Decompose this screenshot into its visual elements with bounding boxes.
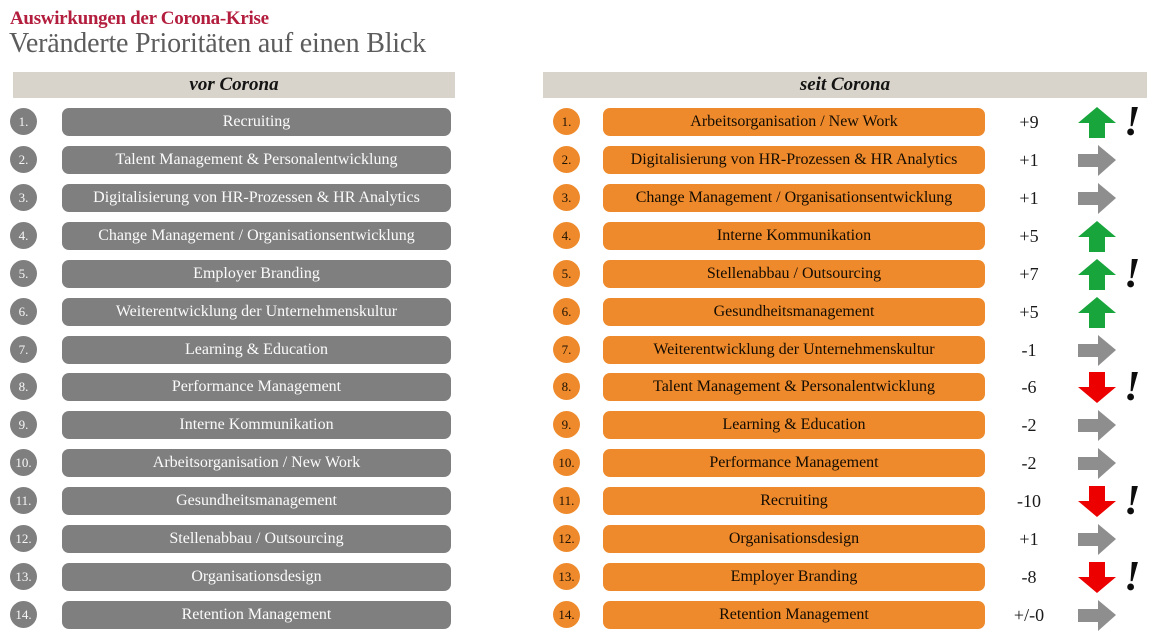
before-item-bar: Change Management / Organisationsentwick… bbox=[62, 222, 451, 250]
after-item-bar: Gesundheitsmanagement bbox=[603, 298, 985, 326]
before-rank-badge: 3. bbox=[10, 184, 37, 211]
before-item-bar: Talent Management & Personalentwicklung bbox=[62, 146, 451, 174]
rank-change-value: -8 bbox=[1021, 567, 1037, 587]
before-item-bar: Gesundheitsmanagement bbox=[62, 487, 451, 515]
before-rank-badge: 11. bbox=[10, 487, 37, 514]
after-rank-badge: 1. bbox=[553, 108, 580, 135]
before-rank-badge: 6. bbox=[10, 298, 37, 325]
trend-down-arrow-icon bbox=[1076, 486, 1118, 517]
page-title: Veränderte Prioritäten auf einen Blick bbox=[9, 28, 426, 59]
after-item-bar: Employer Branding bbox=[603, 563, 985, 591]
after-item-bar: Stellenabbau / Outsourcing bbox=[603, 260, 985, 288]
after-item-bar: Organisationsdesign bbox=[603, 525, 985, 553]
before-rank-badge: 2. bbox=[10, 146, 37, 173]
after-rank-badge: 7. bbox=[553, 336, 580, 363]
alert-exclamation-icon: ! bbox=[1124, 251, 1141, 297]
rank-change-value: +/-0 bbox=[1013, 605, 1045, 625]
rank-change-value: -2 bbox=[1021, 415, 1037, 435]
trend-right-arrow-icon bbox=[1076, 410, 1118, 441]
before-rank-badge: 7. bbox=[10, 336, 37, 363]
after-item-bar: Weiterentwicklung der Unternehmenskultur bbox=[603, 336, 985, 364]
before-rank-badge: 13. bbox=[10, 563, 37, 590]
after-item-bar: Digitalisierung von HR-Prozessen & HR An… bbox=[603, 146, 985, 174]
alert-exclamation-icon: ! bbox=[1124, 478, 1141, 524]
before-item-bar: Employer Branding bbox=[62, 260, 451, 288]
before-item-bar: Learning & Education bbox=[62, 336, 451, 364]
after-rank-badge: 11. bbox=[553, 487, 580, 514]
trend-up-arrow-icon bbox=[1076, 107, 1118, 138]
after-item-bar: Interne Kommunikation bbox=[603, 222, 985, 250]
before-item-bar: Retention Management bbox=[62, 601, 451, 629]
after-item-bar: Retention Management bbox=[603, 601, 985, 629]
after-rank-badge: 13. bbox=[553, 563, 580, 590]
after-item-bar: Talent Management & Personalentwicklung bbox=[603, 373, 985, 401]
rank-change-value: +1 bbox=[1019, 150, 1039, 170]
before-item-bar: Recruiting bbox=[62, 108, 451, 136]
before-rank-badge: 12. bbox=[10, 525, 37, 552]
alert-exclamation-icon: ! bbox=[1124, 554, 1141, 600]
rank-change-value: +1 bbox=[1019, 188, 1039, 208]
trend-up-arrow-icon bbox=[1076, 221, 1118, 252]
before-rank-badge: 1. bbox=[10, 108, 37, 135]
before-item-bar: Weiterentwicklung der Unternehmenskultur bbox=[62, 298, 451, 326]
trend-right-arrow-icon bbox=[1076, 524, 1118, 555]
trend-right-arrow-icon bbox=[1076, 145, 1118, 176]
after-rank-badge: 4. bbox=[553, 222, 580, 249]
rank-change-value: +1 bbox=[1019, 529, 1039, 549]
before-item-bar: Digitalisierung von HR-Prozessen & HR An… bbox=[62, 184, 451, 212]
after-rank-badge: 5. bbox=[553, 260, 580, 287]
rank-change-value: -6 bbox=[1021, 377, 1037, 397]
before-item-bar: Stellenabbau / Outsourcing bbox=[62, 525, 451, 553]
column-header-seit-corona: seit Corona bbox=[543, 72, 1147, 98]
trend-down-arrow-icon bbox=[1076, 562, 1118, 593]
before-item-bar: Interne Kommunikation bbox=[62, 411, 451, 439]
trend-up-arrow-icon bbox=[1076, 259, 1118, 290]
alert-exclamation-icon: ! bbox=[1124, 99, 1141, 145]
before-item-bar: Arbeitsorganisation / New Work bbox=[62, 449, 451, 477]
after-item-bar: Learning & Education bbox=[603, 411, 985, 439]
after-item-bar: Performance Management bbox=[603, 449, 985, 477]
before-item-bar: Organisationsdesign bbox=[62, 563, 451, 591]
trend-right-arrow-icon bbox=[1076, 448, 1118, 479]
after-rank-badge: 14. bbox=[553, 601, 580, 628]
rank-change-value: +7 bbox=[1019, 264, 1039, 284]
after-item-bar: Arbeitsorganisation / New Work bbox=[603, 108, 985, 136]
after-item-bar: Change Management / Organisationsentwick… bbox=[603, 184, 985, 212]
trend-up-arrow-icon bbox=[1076, 297, 1118, 328]
report-kicker: Auswirkungen der Corona-Krise bbox=[10, 8, 269, 29]
after-rank-badge: 12. bbox=[553, 525, 580, 552]
after-rank-badge: 8. bbox=[553, 373, 580, 400]
after-item-bar: Recruiting bbox=[603, 487, 985, 515]
before-rank-badge: 14. bbox=[10, 601, 37, 628]
before-item-bar: Performance Management bbox=[62, 373, 451, 401]
after-rank-badge: 9. bbox=[553, 411, 580, 438]
trend-right-arrow-icon bbox=[1076, 183, 1118, 214]
rank-change-value: -10 bbox=[1017, 491, 1041, 511]
rank-change-value: +5 bbox=[1019, 302, 1039, 322]
trend-right-arrow-icon bbox=[1076, 335, 1118, 366]
before-rank-badge: 4. bbox=[10, 222, 37, 249]
after-rank-badge: 6. bbox=[553, 298, 580, 325]
before-rank-badge: 8. bbox=[10, 373, 37, 400]
after-rank-badge: 10. bbox=[553, 449, 580, 476]
rank-change-value: +5 bbox=[1019, 226, 1039, 246]
rank-change-value: -2 bbox=[1021, 453, 1037, 473]
before-rank-badge: 5. bbox=[10, 260, 37, 287]
after-rank-badge: 3. bbox=[553, 184, 580, 211]
trend-right-arrow-icon bbox=[1076, 600, 1118, 631]
alert-exclamation-icon: ! bbox=[1124, 364, 1141, 410]
trend-down-arrow-icon bbox=[1076, 372, 1118, 403]
column-header-vor-corona: vor Corona bbox=[13, 72, 455, 98]
before-rank-badge: 9. bbox=[10, 411, 37, 438]
after-rank-badge: 2. bbox=[553, 146, 580, 173]
rank-change-value: -1 bbox=[1021, 340, 1037, 360]
rank-change-value: +9 bbox=[1019, 112, 1039, 132]
before-rank-badge: 10. bbox=[10, 449, 37, 476]
